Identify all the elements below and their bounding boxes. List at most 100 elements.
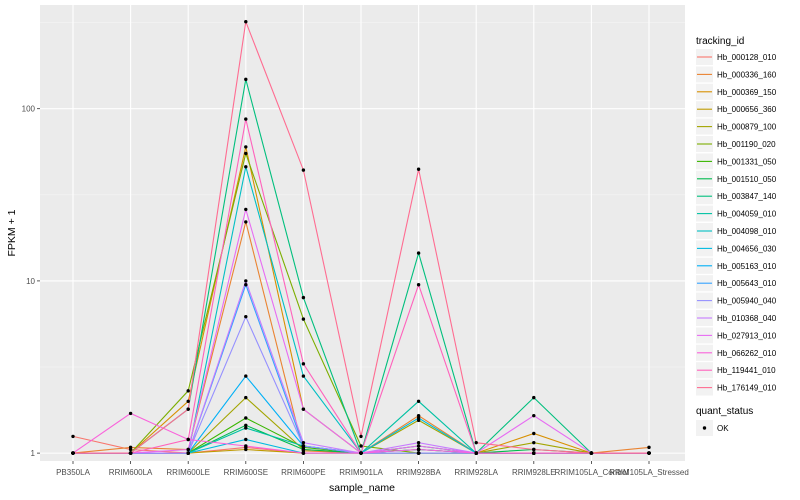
data-point: [301, 451, 306, 455]
data-point: [186, 399, 190, 403]
legend-label: Hb_000879_100: [717, 123, 777, 132]
data-point: [416, 444, 421, 448]
data-point: [71, 434, 75, 439]
legend-label: Hb_176149_010: [717, 384, 777, 393]
data-point: [589, 451, 594, 455]
data-point: [244, 395, 248, 400]
legend-label: Hb_005163_010: [717, 262, 777, 271]
data-point: [244, 416, 248, 420]
y-tick-label: 1: [31, 449, 36, 458]
data-point: [301, 444, 306, 448]
legend-label: Hb_066262_010: [717, 349, 777, 358]
data-point: [532, 413, 536, 418]
data-points: [71, 19, 651, 455]
legend-label: Hb_001510_050: [717, 175, 777, 184]
legend-label: Hb_000128_010: [717, 53, 777, 62]
legend-label: Hb_119441_010: [717, 366, 776, 375]
data-point: [532, 451, 536, 455]
data-point: [301, 168, 306, 172]
data-point: [416, 416, 421, 420]
legend-label: Hb_004059_010: [717, 210, 777, 219]
x-tick-label: RRIM105LA_Control: [554, 468, 628, 477]
legend-title: tracking_id: [696, 36, 744, 47]
data-point: [301, 374, 306, 378]
data-point: [186, 407, 190, 411]
data-point: [244, 437, 248, 442]
data-point: [186, 437, 190, 442]
data-point: [416, 440, 421, 445]
data-point: [244, 77, 248, 82]
x-tick-label: RRIM600PE: [281, 468, 325, 477]
legend-label: Hb_000369_150: [717, 88, 777, 97]
data-point: [244, 426, 248, 430]
data-point: [416, 251, 421, 255]
data-point: [186, 447, 190, 452]
x-tick-label: RRIM600SE: [224, 468, 268, 477]
legend-label: Hb_001331_050: [717, 157, 777, 166]
x-axis-title: sample_name: [329, 482, 395, 494]
point-legend-entries: OK: [696, 420, 729, 436]
data-point: [532, 431, 536, 436]
data-point: [244, 151, 248, 156]
x-tick-label: PB350LA: [56, 468, 90, 477]
x-tick-label: RRIM105LA_Stressed: [609, 468, 689, 477]
data-point: [301, 295, 306, 300]
y-axis: 1 10 100: [22, 105, 40, 458]
data-point: [359, 451, 363, 455]
data-point: [301, 362, 306, 366]
data-point: [244, 145, 248, 149]
x-axis: PB350LA RRIM600LA RRIM600LE RRIM600SE RRIM60…: [56, 461, 689, 477]
legend-label: Hb_005643_010: [717, 279, 777, 288]
data-point: [301, 407, 306, 411]
data-point: [244, 207, 248, 212]
data-point: [647, 445, 651, 450]
point-legend-title: quant_status: [696, 406, 753, 417]
data-point: [416, 399, 421, 403]
x-tick-label: RRIM928LE: [512, 468, 556, 477]
y-tick-label: 10: [26, 277, 35, 286]
data-point: [128, 451, 133, 455]
legend-label: Hb_004098_010: [717, 227, 777, 236]
data-point: [301, 447, 306, 452]
data-point: [244, 314, 248, 319]
data-point: [244, 423, 248, 428]
point-legend-marker: [702, 426, 707, 430]
data-point: [186, 389, 190, 393]
point-legend-label: OK: [717, 424, 729, 433]
data-point: [301, 440, 306, 445]
x-tick-label: RRIM901LA: [339, 468, 383, 477]
data-point: [128, 445, 133, 450]
data-point: [532, 447, 536, 452]
legend-entries: Hb_000128_010 Hb_000336_160 Hb_000369_150 H…: [696, 49, 777, 396]
legend-label: Hb_000656_360: [717, 105, 777, 114]
legend-label: Hb_010368_040: [717, 314, 777, 323]
data-point: [359, 444, 363, 448]
y-tick-label: 100: [22, 105, 36, 114]
data-point: [359, 434, 363, 439]
plot-panel: [40, 5, 685, 461]
data-point: [244, 220, 248, 224]
legend-label: Hb_004656_030: [717, 244, 777, 253]
x-tick-label: RRIM928LA: [454, 468, 498, 477]
data-point: [301, 317, 306, 321]
data-point: [416, 418, 421, 423]
y-axis-title: FPKM + 1: [6, 209, 18, 256]
data-point: [416, 447, 421, 452]
legend-label: Hb_000336_160: [717, 70, 777, 79]
data-point: [244, 279, 248, 283]
legend-label: Hb_003847_140: [717, 192, 777, 201]
data-point: [128, 411, 133, 416]
legend-label: Hb_027913_010: [717, 331, 777, 340]
data-point: [244, 117, 248, 121]
data-point: [416, 167, 421, 171]
data-point: [244, 444, 248, 448]
data-point: [647, 451, 651, 455]
data-point: [244, 19, 248, 24]
data-point: [532, 440, 536, 445]
data-point: [186, 451, 190, 455]
x-tick-label: RRIM600LE: [166, 468, 210, 477]
data-point: [244, 447, 248, 452]
legend-label: Hb_005940_040: [717, 297, 777, 306]
data-point: [244, 165, 248, 169]
